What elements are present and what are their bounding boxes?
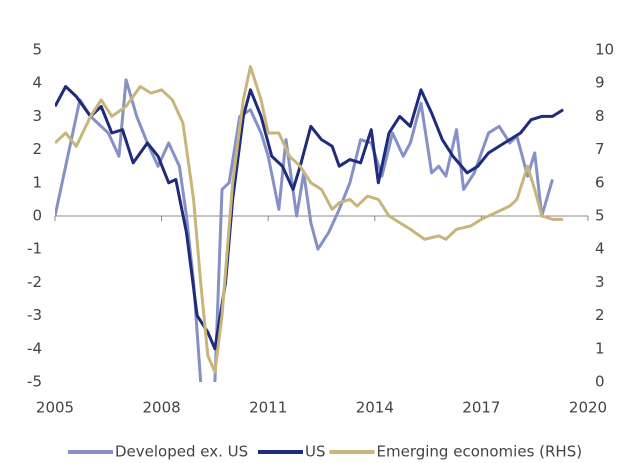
y-tick-label: -1 [27,240,42,258]
legend-label: US [305,443,326,461]
legend-label: Developed ex. US [115,443,248,461]
y2-tick-label: 5 [595,207,605,225]
series-line [55,65,564,374]
x-tick-label: 2020 [569,399,607,417]
y2-tick-label: 7 [595,140,605,158]
y2-tick-label: 0 [595,373,605,391]
y2-tick-label: 10 [595,41,614,59]
series-line [55,78,554,382]
x-tick-label: 2008 [143,399,181,417]
y2-tick-label: 6 [595,173,605,191]
y-tick-label: -3 [27,306,42,324]
y-tick-label: 2 [32,140,42,158]
x-tick-label: 2017 [462,399,500,417]
y2-tick-label: 2 [595,306,605,324]
y2-tick-label: 3 [595,273,605,291]
x-tick-label: 2011 [249,399,287,417]
legend-label: Emerging economies (RHS) [377,443,583,461]
x-tick-label: 2014 [356,399,394,417]
y-tick-label: 1 [32,173,42,191]
y-tick-label: -5 [27,373,42,391]
y-tick-label: 3 [32,107,42,125]
y-tick-label: -2 [27,273,42,291]
series-line [55,85,564,351]
y-tick-label: -4 [27,339,42,357]
y-tick-label: 4 [32,74,42,92]
plot-area [55,65,564,382]
y2-tick-label: 8 [595,107,605,125]
x-tick-label: 2005 [36,399,74,417]
y2-tick-label: 1 [595,339,605,357]
y-tick-label: 0 [32,207,42,225]
y2-tick-label: 9 [595,74,605,92]
y2-tick-label: 4 [595,240,605,258]
y-tick-label: 5 [32,41,42,59]
